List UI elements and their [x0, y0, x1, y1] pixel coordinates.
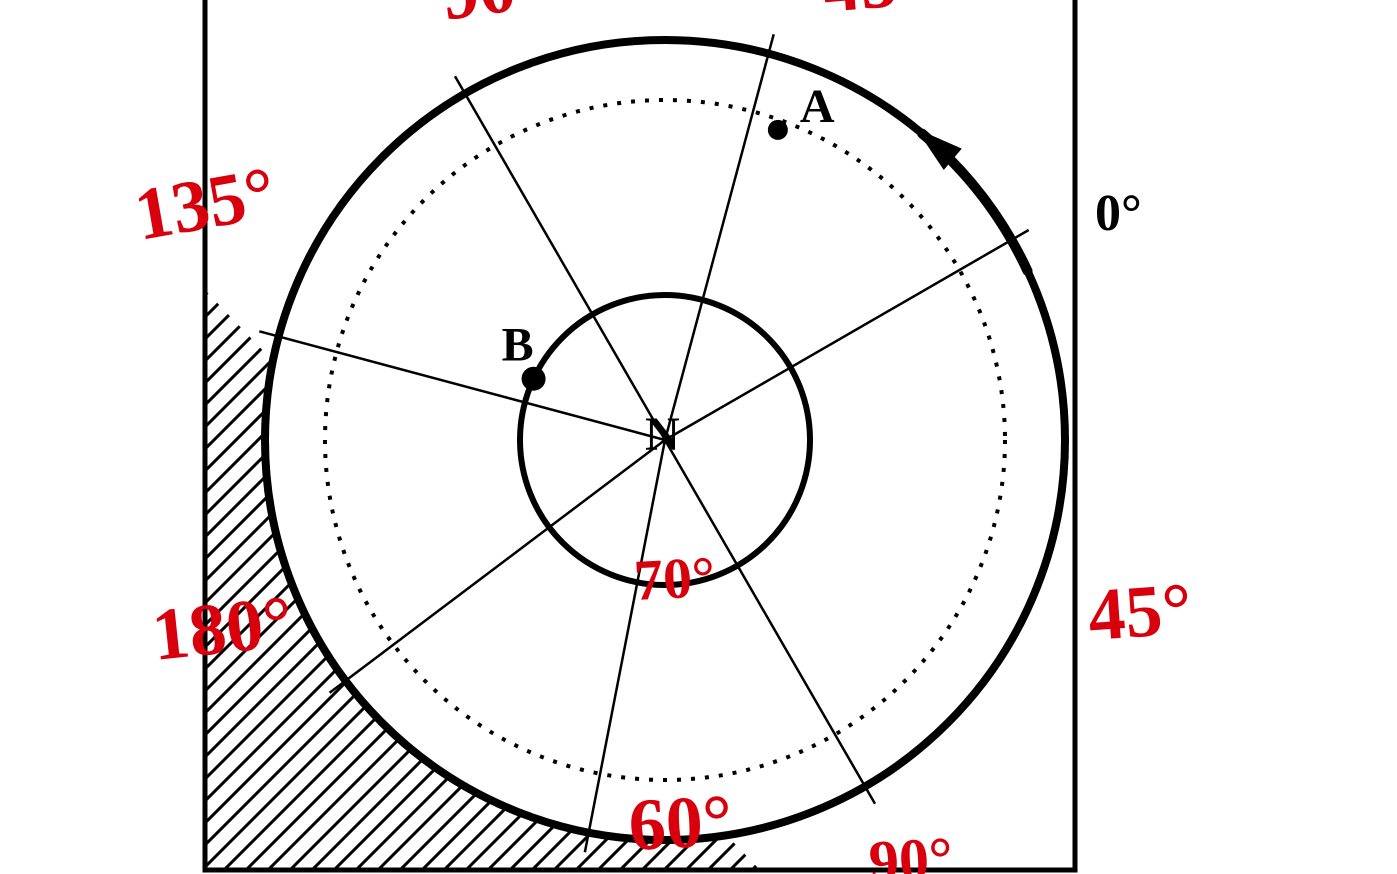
- annotation-6: 60°: [627, 780, 735, 867]
- annotation-5: 45°: [1085, 568, 1194, 657]
- annotation-4: 70°: [632, 544, 716, 613]
- annotation-7: 90°: [867, 825, 954, 874]
- point-a-label: A: [800, 80, 835, 133]
- point-a-dot: [768, 120, 788, 140]
- center-label: N: [645, 408, 680, 461]
- point-b-label: B: [502, 319, 534, 372]
- printed-label-0: 0°: [1095, 185, 1142, 242]
- annotation-3: 180°: [148, 581, 296, 677]
